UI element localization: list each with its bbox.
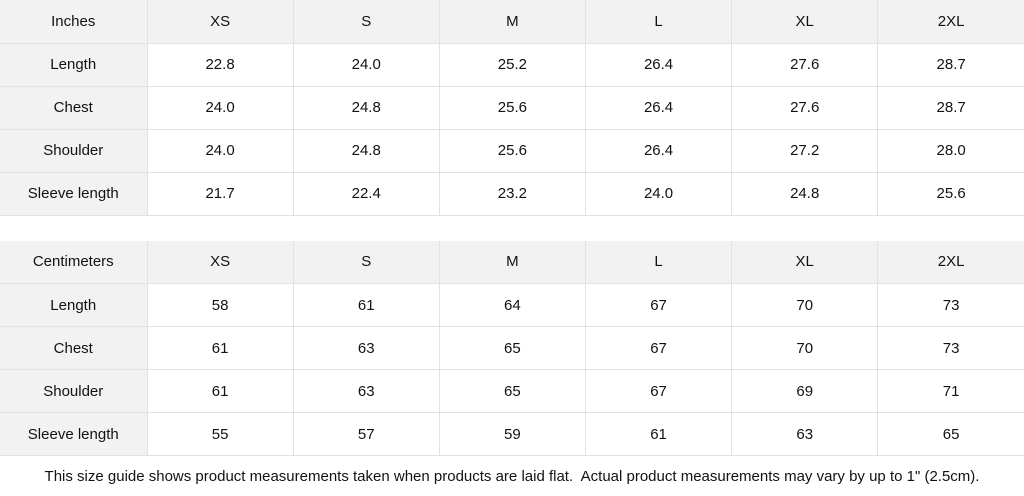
measurement-value: 73 xyxy=(877,283,1024,327)
measurement-value: 27.6 xyxy=(731,86,879,130)
measurement-value: 73 xyxy=(877,326,1024,370)
size-col-header-l: L xyxy=(585,0,733,44)
measurement-value: 67 xyxy=(585,326,733,370)
measurement-value: 24.0 xyxy=(585,172,733,216)
measurement-value: 24.0 xyxy=(147,86,294,130)
measurement-value: 28.7 xyxy=(877,43,1024,87)
measurement-value: 61 xyxy=(147,326,294,370)
size-col-header-xl: XL xyxy=(731,240,879,284)
measurement-value: 26.4 xyxy=(585,43,733,87)
measurement-value: 22.8 xyxy=(147,43,294,87)
measurement-value: 65 xyxy=(877,412,1024,456)
measurement-value: 23.2 xyxy=(439,172,586,216)
measurement-value: 65 xyxy=(439,326,586,370)
measurement-value: 64 xyxy=(439,283,586,327)
measurement-value: 24.0 xyxy=(293,43,440,87)
measurement-value: 55 xyxy=(147,412,294,456)
size-col-header-xs: XS xyxy=(147,240,294,284)
table-row: Chest 61 63 65 67 70 73 xyxy=(0,326,1024,370)
measurement-value: 61 xyxy=(147,369,294,413)
size-col-header-l: L xyxy=(585,240,733,284)
table-row: Chest 24.0 24.8 25.6 26.4 27.6 28.7 xyxy=(0,86,1024,130)
size-col-header-2xl: 2XL xyxy=(877,240,1024,284)
measurement-value: 63 xyxy=(293,326,440,370)
table-row: Shoulder 61 63 65 67 69 71 xyxy=(0,369,1024,413)
measurement-label: Shoulder xyxy=(0,129,148,173)
measurement-value: 25.6 xyxy=(439,129,586,173)
table-header-row: Inches XS S M L XL 2XL xyxy=(0,0,1024,44)
measurement-label: Shoulder xyxy=(0,369,148,413)
measurement-value: 71 xyxy=(877,369,1024,413)
measurement-value: 67 xyxy=(585,283,733,327)
measurement-value: 61 xyxy=(293,283,440,327)
size-col-header-xl: XL xyxy=(731,0,879,44)
measurement-value: 25.2 xyxy=(439,43,586,87)
measurement-value: 70 xyxy=(731,326,879,370)
measurement-value: 70 xyxy=(731,283,879,327)
measurement-label: Length xyxy=(0,283,148,327)
measurement-value: 26.4 xyxy=(585,86,733,130)
size-col-header-xs: XS xyxy=(147,0,294,44)
measurement-value: 28.0 xyxy=(877,129,1024,173)
measurement-value: 27.2 xyxy=(731,129,879,173)
size-col-header-m: M xyxy=(439,0,586,44)
table-row: Shoulder 24.0 24.8 25.6 26.4 27.2 28.0 xyxy=(0,129,1024,173)
measurement-value: 22.4 xyxy=(293,172,440,216)
inches-size-table: Inches XS S M L XL 2XL Length 22.8 24.0 … xyxy=(0,0,1024,216)
measurement-value: 67 xyxy=(585,369,733,413)
measurement-value: 63 xyxy=(293,369,440,413)
unit-label-cell: Centimeters xyxy=(0,240,148,284)
measurement-value: 57 xyxy=(293,412,440,456)
measurement-value: 26.4 xyxy=(585,129,733,173)
size-col-header-s: S xyxy=(293,0,440,44)
measurement-value: 25.6 xyxy=(877,172,1024,216)
measurement-label: Length xyxy=(0,43,148,87)
measurement-label: Sleeve length xyxy=(0,412,148,456)
measurement-value: 24.0 xyxy=(147,129,294,173)
measurement-value: 61 xyxy=(585,412,733,456)
table-header-row: Centimeters XS S M L XL 2XL xyxy=(0,240,1024,284)
measurement-label: Sleeve length xyxy=(0,172,148,216)
table-gap-spacer xyxy=(0,215,1024,241)
measurement-value: 25.6 xyxy=(439,86,586,130)
unit-label-cell: Inches xyxy=(0,0,148,44)
measurement-value: 69 xyxy=(731,369,879,413)
measurement-value: 24.8 xyxy=(293,129,440,173)
measurement-value: 65 xyxy=(439,369,586,413)
size-col-header-s: S xyxy=(293,240,440,284)
table-row: Length 58 61 64 67 70 73 xyxy=(0,283,1024,327)
measurement-value: 27.6 xyxy=(731,43,879,87)
measurement-label: Chest xyxy=(0,326,148,370)
measurement-value: 21.7 xyxy=(147,172,294,216)
measurement-value: 28.7 xyxy=(877,86,1024,130)
size-col-header-2xl: 2XL xyxy=(877,0,1024,44)
centimeters-size-table: Centimeters XS S M L XL 2XL Length 58 61… xyxy=(0,240,1024,456)
table-row: Sleeve length 55 57 59 61 63 65 xyxy=(0,412,1024,456)
measurement-value: 59 xyxy=(439,412,586,456)
table-row: Sleeve length 21.7 22.4 23.2 24.0 24.8 2… xyxy=(0,172,1024,216)
measurement-value: 24.8 xyxy=(293,86,440,130)
measurement-value: 24.8 xyxy=(731,172,879,216)
table-row: Length 22.8 24.0 25.2 26.4 27.6 28.7 xyxy=(0,43,1024,87)
size-guide-disclaimer: This size guide shows product measuremen… xyxy=(44,467,980,485)
size-col-header-m: M xyxy=(439,240,586,284)
measurement-value: 58 xyxy=(147,283,294,327)
measurement-label: Chest xyxy=(0,86,148,130)
measurement-value: 63 xyxy=(731,412,879,456)
